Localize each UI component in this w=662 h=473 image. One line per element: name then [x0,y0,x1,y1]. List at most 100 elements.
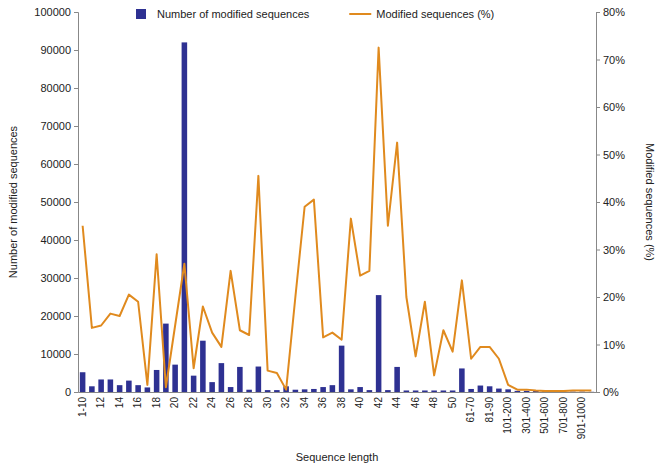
tick-label: 101-200 [502,397,513,434]
tick-label: 10000 [40,348,71,360]
tick-mark [74,354,78,355]
tick-mark [596,60,600,61]
tick-mark [74,240,78,241]
tick-label: 40% [603,196,625,208]
tick-label: 1-10 [77,397,88,417]
axis-line [79,392,597,393]
tick-label: 501-600 [539,397,550,434]
tick: 50000 [40,196,78,208]
bar [80,372,86,392]
bar [487,386,493,392]
tick-label: 50000 [40,196,71,208]
tick-label: 30% [603,244,625,256]
bar [330,385,336,392]
tick-mark [596,392,600,393]
bar [413,390,419,392]
marks [80,42,594,392]
x-axis-title: Sequence length [296,451,379,463]
tick-label: 32 [280,397,291,409]
tick-label: 0% [603,386,619,398]
bar [478,386,484,392]
tick-label: 18 [151,397,162,409]
tick-label: 0 [65,386,71,398]
tick-label: 30000 [40,272,71,284]
tick: 24 [206,397,217,409]
bar [431,390,437,392]
tick-label: 50% [603,149,625,161]
tick: 100000 [34,6,78,18]
tick-mark [74,202,78,203]
tick-mark [74,164,78,165]
bar [505,389,511,392]
tick: 20000 [40,310,78,322]
bar [293,390,299,392]
bar [265,390,271,392]
tick-label: 44 [391,397,402,409]
tick: 0% [596,386,619,398]
bar [459,368,465,392]
tick-label: 20000 [40,310,71,322]
tick-label: 60% [603,101,625,113]
bar [450,390,456,392]
legend-label: Number of modified sequences [157,8,310,20]
tick-label: 60000 [40,158,71,170]
bar [172,365,178,392]
tick: 0 [65,386,78,398]
tick-mark [596,107,600,108]
tick: 20% [596,291,625,303]
legend: Number of modified sequences Modified seq… [136,8,494,20]
tick: 90000 [40,44,78,56]
tick-mark [74,12,78,13]
tick: 80000 [40,82,78,94]
tick: 1-10 [77,397,88,417]
bar [376,295,382,392]
tick: 501-600 [539,397,550,434]
tick: 22 [188,397,199,409]
tick-label: 100000 [34,6,71,18]
tick-mark [596,202,600,203]
bar [339,346,345,392]
tick: 18 [151,397,162,409]
bar [126,381,132,392]
tick: 42 [373,397,384,409]
tick: 50% [596,149,625,161]
tick-label: 10% [603,339,625,351]
tick: 80% [596,6,625,18]
tick-label: 22 [188,397,199,409]
tick-label: 61-70 [465,397,476,423]
bar [404,390,410,392]
tick-mark [74,392,78,393]
tick: 60000 [40,158,78,170]
tick: 901-1000 [576,397,587,440]
tick-label: 40000 [40,234,71,246]
tick: 30000 [40,272,78,284]
y-axis-title: Number of modified sequences [7,125,19,278]
tick: 30% [596,244,625,256]
tick-mark [596,345,600,346]
tick: 10% [596,339,625,351]
bar [496,389,502,392]
tick-label: 20 [169,397,180,409]
tick-label: 40 [354,397,365,409]
bar [348,389,354,392]
tick: 34 [299,397,310,409]
bar [357,387,363,392]
bar [385,390,391,392]
tick: 48 [428,397,439,409]
legend-item: Modified sequences (%) [349,8,494,20]
tick-label: 24 [206,397,217,409]
bar [98,379,104,392]
bar [200,341,206,392]
bar [145,387,151,392]
tick: 12 [95,397,106,409]
tick: 30 [262,397,273,409]
bar [367,390,373,392]
tick-mark [74,88,78,89]
tick: 101-200 [502,397,513,434]
bar [191,376,197,392]
bar [302,389,308,392]
bar [311,389,317,392]
tick-label: 12 [95,397,106,409]
tick: 701-800 [558,397,569,434]
tick-mark [596,12,600,13]
